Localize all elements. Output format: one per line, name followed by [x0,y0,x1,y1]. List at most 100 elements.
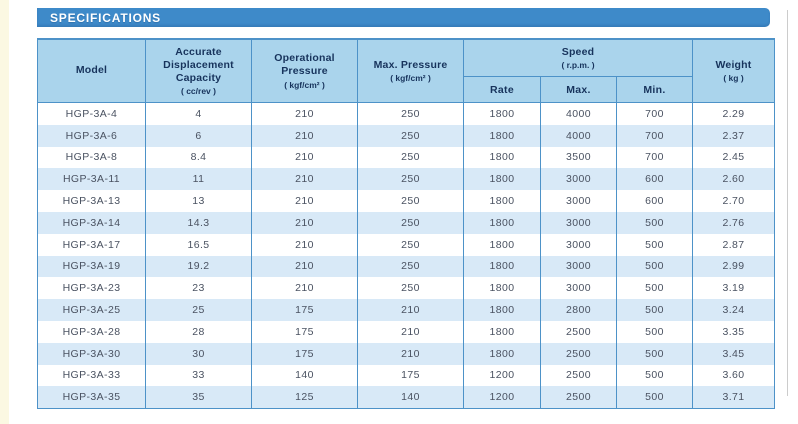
cell-speed-min: 700 [616,102,693,125]
cell-capacity: 11 [145,168,252,191]
cell-speed-max: 2800 [540,299,617,321]
cell-speed-rate: 1800 [463,255,541,278]
spec-table-body: HGP-3A-4 4 210 250 1800 4000 700 2.29 HG… [37,102,775,409]
cell-model: HGP-3A-13 [37,190,146,212]
cell-speed-max: 2500 [540,386,617,409]
cell-operational-pressure: 210 [251,211,358,234]
cell-weight: 3.35 [692,320,775,343]
cell-speed-max: 4000 [540,124,617,147]
cell-max-pressure: 210 [357,342,464,365]
header-speed-max: Max. [540,76,617,103]
cell-speed-rate: 1800 [463,146,541,169]
cell-capacity: 13 [145,190,252,212]
cell-weight: 3.45 [692,342,775,365]
table-row: HGP-3A-13 13 210 250 1800 3000 600 2.70 [37,190,775,212]
cell-model: HGP-3A-28 [37,320,146,343]
cell-speed-max: 3000 [540,211,617,234]
cell-weight: 2.70 [692,190,775,212]
cell-model: HGP-3A-23 [37,277,146,300]
cell-capacity: 8.4 [145,146,252,169]
table-row: HGP-3A-11 11 210 250 1800 3000 600 2.60 [37,168,775,191]
cell-model: HGP-3A-14 [37,211,146,234]
page-left-margin-strip [0,0,9,424]
cell-speed-min: 500 [616,255,693,278]
cell-capacity: 35 [145,386,252,409]
cell-speed-min: 500 [616,386,693,409]
cell-speed-max: 3000 [540,168,617,191]
cell-model: HGP-3A-6 [37,124,146,147]
cell-model: HGP-3A-19 [37,255,146,278]
cell-speed-min: 500 [616,211,693,234]
cell-operational-pressure: 210 [251,146,358,169]
cell-operational-pressure: 210 [251,190,358,212]
table-row: HGP-3A-23 23 210 250 1800 3000 500 3.19 [37,277,775,300]
cell-capacity: 28 [145,320,252,343]
cell-max-pressure: 140 [357,386,464,409]
header-speed-rate: Rate [463,76,541,103]
cell-model: HGP-3A-8 [37,146,146,169]
cell-operational-pressure: 175 [251,299,358,321]
cell-model: HGP-3A-25 [37,299,146,321]
table-row: HGP-3A-30 30 175 210 1800 2500 500 3.45 [37,342,775,365]
cell-max-pressure: 250 [357,277,464,300]
header-model: Model [37,38,146,103]
cell-speed-max: 3000 [540,255,617,278]
cell-operational-pressure: 210 [251,124,358,147]
cell-operational-pressure: 210 [251,233,358,256]
cell-capacity: 30 [145,342,252,365]
cell-speed-max: 3000 [540,277,617,300]
header-speed-group: Speed ( r.p.m. ) [463,38,693,77]
header-capacity-unit: ( cc/rev ) [181,86,216,97]
cell-max-pressure: 250 [357,211,464,234]
table-header: Model Accurate Displacement Capacity ( c… [37,38,775,103]
cell-operational-pressure: 210 [251,277,358,300]
table-row: HGP-3A-6 6 210 250 1800 4000 700 2.37 [37,124,775,147]
cell-capacity: 14.3 [145,211,252,234]
table-row: HGP-3A-25 25 175 210 1800 2800 500 3.24 [37,299,775,321]
cell-speed-min: 600 [616,190,693,212]
page-right-edge-line [787,10,788,396]
cell-operational-pressure: 175 [251,342,358,365]
cell-weight: 2.87 [692,233,775,256]
cell-capacity: 23 [145,277,252,300]
cell-speed-rate: 1800 [463,233,541,256]
cell-speed-min: 700 [616,124,693,147]
cell-weight: 2.45 [692,146,775,169]
cell-speed-max: 2500 [540,320,617,343]
cell-model: HGP-3A-33 [37,364,146,387]
cell-speed-rate: 1200 [463,386,541,409]
cell-capacity: 33 [145,364,252,387]
cell-speed-min: 500 [616,320,693,343]
cell-speed-rate: 1800 [463,299,541,321]
cell-speed-min: 500 [616,299,693,321]
cell-operational-pressure: 140 [251,364,358,387]
header-max-pressure: Max. Pressure ( kgf/cm² ) [357,38,464,103]
cell-capacity: 6 [145,124,252,147]
page-title: SPECIFICATIONS [50,10,161,25]
cell-speed-rate: 1800 [463,320,541,343]
header-max-pressure-unit: ( kgf/cm² ) [390,72,431,83]
cell-max-pressure: 210 [357,320,464,343]
cell-speed-rate: 1800 [463,190,541,212]
cell-max-pressure: 210 [357,299,464,321]
cell-operational-pressure: 175 [251,320,358,343]
cell-max-pressure: 250 [357,124,464,147]
table-row: HGP-3A-35 35 125 140 1200 2500 500 3.71 [37,386,775,409]
cell-model: HGP-3A-30 [37,342,146,365]
cell-max-pressure: 250 [357,146,464,169]
cell-speed-max: 3000 [540,190,617,212]
specifications-table: Model Accurate Displacement Capacity ( c… [37,38,775,410]
cell-max-pressure: 250 [357,190,464,212]
cell-speed-max: 3500 [540,146,617,169]
cell-speed-rate: 1200 [463,364,541,387]
cell-capacity: 25 [145,299,252,321]
cell-speed-rate: 1800 [463,277,541,300]
cell-speed-min: 700 [616,146,693,169]
cell-speed-rate: 1800 [463,342,541,365]
cell-weight: 2.99 [692,255,775,278]
cell-speed-max: 3000 [540,233,617,256]
cell-max-pressure: 175 [357,364,464,387]
cell-speed-max: 4000 [540,102,617,125]
table-row: HGP-3A-14 14.3 210 250 1800 3000 500 2.7… [37,211,775,234]
